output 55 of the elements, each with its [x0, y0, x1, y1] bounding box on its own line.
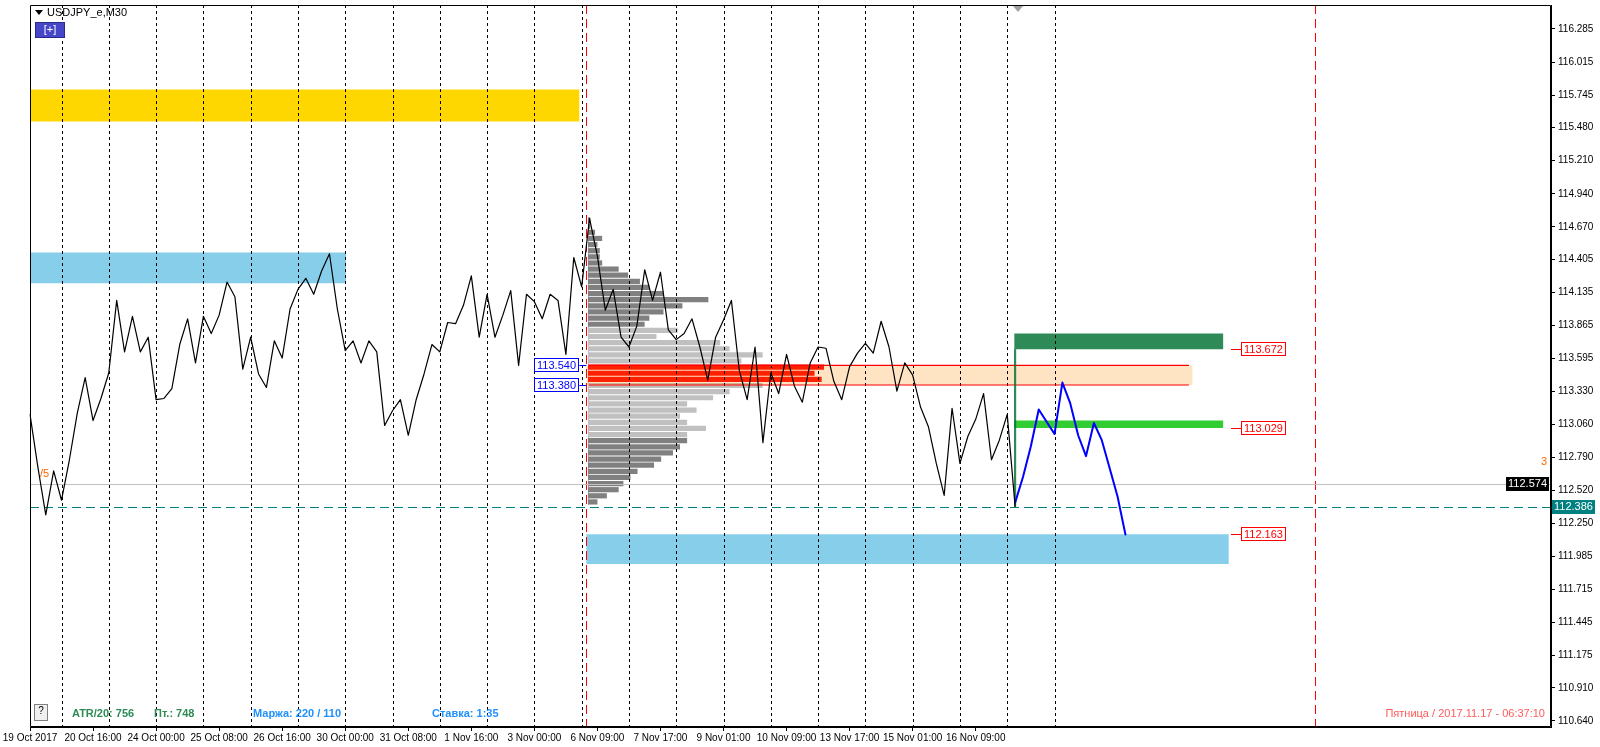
help-button: ?	[34, 704, 48, 721]
x-tick-label: 25 Oct 08:00	[190, 731, 249, 743]
x-tick-label: 30 Oct 00:00	[316, 731, 375, 743]
x-tick-label: 15 Nov 01:00	[882, 731, 943, 743]
y-tick-label: 114.135	[1558, 286, 1594, 298]
annotation: Пятница / 2017.11.17 - 06:37:10	[1385, 707, 1545, 720]
annotation: 113.380	[534, 378, 579, 392]
x-tick-label: 9 Nov 01:00	[696, 731, 751, 743]
y-tick-label: 113.330	[1558, 384, 1594, 396]
x-tick-label: 26 Oct 16:00	[253, 731, 312, 743]
ref-line-label: 112.386	[1552, 500, 1595, 514]
y-tick-label: 111.715	[1558, 582, 1594, 594]
x-tick-label: 1 Nov 16:00	[444, 731, 499, 743]
annotation: 113.540	[534, 358, 579, 372]
y-tick-label: 110.910	[1558, 681, 1594, 693]
x-tick-label: 10 Nov 09:00	[756, 731, 817, 743]
y-tick-label: 111.175	[1558, 649, 1594, 661]
x-tick-label: 31 Oct 08:00	[379, 731, 438, 743]
x-tick-label: 13 Nov 17:00	[819, 731, 880, 743]
x-tick-label: 7 Nov 17:00	[633, 731, 688, 743]
annotation: 112.163	[1241, 527, 1286, 541]
y-tick-label: 110.640	[1558, 714, 1594, 726]
y-tick-label: 111.985	[1558, 549, 1594, 561]
x-tick-label: 20 Oct 16:00	[64, 731, 123, 743]
x-tick-label: 3 Nov 00:00	[507, 731, 562, 743]
chart-title: USDJPY_e,M30	[47, 6, 128, 19]
y-tick-label: 112.520	[1558, 484, 1594, 496]
annotation: Маржа: 220 / 110	[253, 707, 342, 720]
y-tick-label: 114.670	[1558, 220, 1594, 232]
annotation: /5	[40, 467, 50, 480]
y-tick-label: 115.745	[1558, 88, 1594, 100]
y-tick-label: 116.015	[1558, 55, 1594, 67]
y-tick-label: 113.595	[1558, 352, 1594, 364]
x-tick-label: 16 Nov 09:00	[945, 731, 1006, 743]
y-tick-label: 114.405	[1558, 253, 1594, 265]
annotation: Ставка: 1:35	[432, 707, 499, 720]
annotation: 3	[1541, 455, 1548, 468]
y-tick-label: 113.060	[1558, 417, 1594, 429]
annotation: ATR/20: 756	[72, 707, 135, 720]
plus-button: [+]	[35, 22, 65, 38]
ref-line-label: 112.574	[1506, 477, 1549, 491]
y-tick-label: 115.210	[1558, 154, 1594, 166]
y-tick-label: 113.865	[1558, 319, 1594, 331]
y-tick-label: 112.250	[1558, 517, 1594, 529]
y-tick-label: 115.480	[1558, 121, 1594, 133]
y-tick-label: 112.790	[1558, 451, 1594, 463]
x-tick-label: 24 Oct 00:00	[127, 731, 186, 743]
y-tick-label: 111.445	[1558, 615, 1594, 627]
x-tick-label: 19 Oct 2017	[2, 731, 58, 743]
x-tick-label: 6 Nov 09:00	[570, 731, 625, 743]
annotation: 113.672	[1241, 342, 1286, 356]
y-tick-label: 114.940	[1558, 187, 1594, 199]
y-tick-label: 116.285	[1558, 22, 1594, 34]
annotation: 113.029	[1241, 421, 1286, 435]
annotation: Пт.: 748	[154, 707, 195, 720]
